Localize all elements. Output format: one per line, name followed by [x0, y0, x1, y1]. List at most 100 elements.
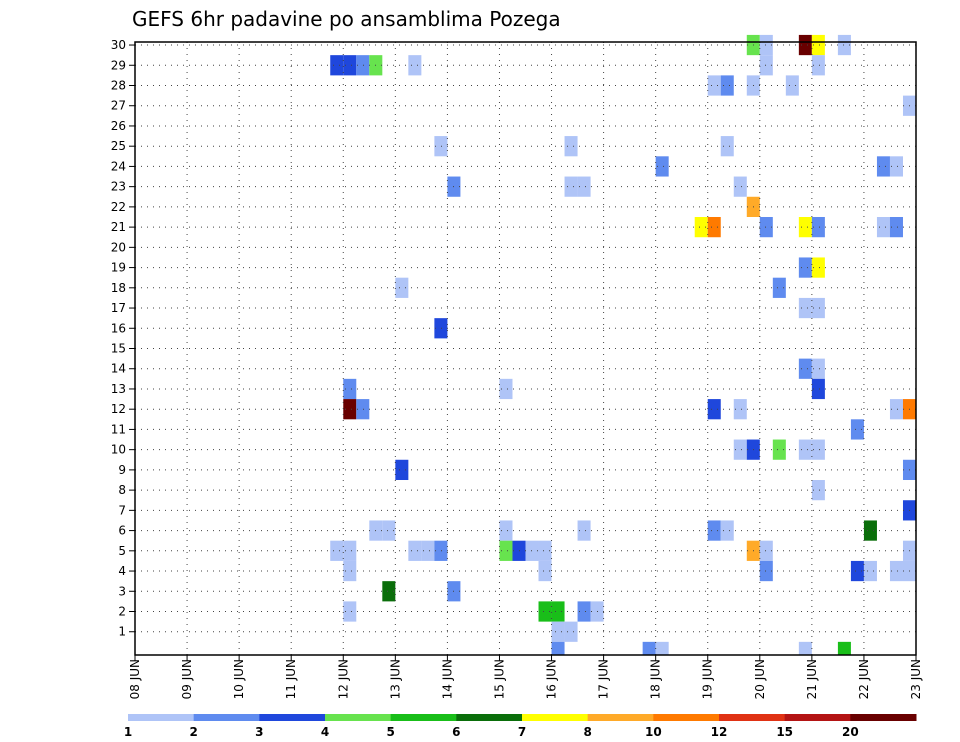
colorbar-label: 10	[645, 725, 662, 739]
y-tick-label: 29	[111, 58, 126, 72]
y-tick-label: 15	[111, 342, 126, 356]
y-tick-label: 2	[118, 605, 126, 619]
heatmap-cell	[577, 520, 591, 541]
y-tick-label: 9	[118, 463, 126, 477]
heatmap-cell	[499, 520, 513, 541]
x-tick-label: 08 JUN	[128, 659, 142, 699]
heatmap-cell	[876, 156, 890, 177]
y-tick-label: 20	[111, 240, 126, 254]
x-tick-label: 18 JUN	[649, 659, 663, 699]
heatmap-cell	[382, 520, 396, 541]
heatmap-cell	[343, 540, 357, 561]
heatmap-cell	[850, 419, 864, 440]
heatmap-cell	[551, 641, 565, 655]
heatmap-cell	[759, 55, 773, 76]
colorbar-label: 15	[776, 725, 793, 739]
heatmap-cell	[811, 216, 825, 238]
y-tick-label: 8	[118, 483, 126, 497]
x-tick-label: 16 JUN	[545, 659, 559, 699]
heatmap-cell	[798, 297, 812, 319]
y-tick-label: 23	[111, 180, 126, 194]
heatmap-cell	[889, 399, 903, 420]
heatmap-cell	[798, 439, 812, 460]
colorbar-segment	[784, 714, 851, 721]
y-tick-label: 4	[118, 564, 126, 578]
x-tick-label: 17 JUN	[597, 659, 611, 699]
heatmap-cell	[564, 136, 578, 157]
heatmap-cell	[707, 216, 721, 238]
colorbar-label: 4	[321, 725, 329, 739]
heatmap-cell	[538, 560, 552, 582]
heatmap-cell	[343, 399, 357, 420]
heatmap-cell	[811, 55, 825, 76]
colorbar-label: 6	[452, 725, 460, 739]
heatmap-cell	[343, 55, 357, 76]
colorbar-segment	[128, 714, 195, 721]
colorbar-segment	[653, 714, 720, 721]
heatmap-cell	[811, 297, 825, 319]
x-tick-label: 15 JUN	[492, 659, 506, 699]
heatmap-cell	[759, 216, 773, 238]
x-tick-label: 23 JUN	[909, 659, 923, 699]
heatmap-cell	[434, 540, 448, 561]
heatmap-cell	[577, 601, 591, 622]
heatmap-cell	[655, 156, 669, 177]
heatmap-cell	[538, 601, 552, 622]
y-axis: 1234567891011121314151617181920212223242…	[111, 38, 135, 639]
heatmap-cell	[733, 439, 747, 460]
heatmap-cell	[577, 176, 591, 197]
x-tick-label: 11 JUN	[284, 659, 298, 699]
colorbar-label: 1	[124, 725, 132, 739]
heatmap-cell	[811, 257, 825, 278]
x-tick-label: 21 JUN	[805, 659, 819, 699]
heatmap-cell	[863, 520, 877, 541]
y-tick-label: 22	[111, 200, 126, 214]
heatmap-cell	[564, 176, 578, 197]
heatmap-cell	[499, 378, 513, 400]
heatmap-cell	[343, 560, 357, 582]
heatmap-cell	[798, 358, 812, 379]
colorbar-label: 2	[189, 725, 197, 739]
y-tick-label: 21	[111, 220, 126, 234]
heatmap-cell	[772, 439, 786, 460]
colorbar-label: 7	[518, 725, 526, 739]
heatmap-cell	[811, 358, 825, 379]
y-tick-label: 6	[118, 524, 126, 538]
x-tick-label: 10 JUN	[232, 659, 246, 699]
heatmap-cell	[408, 55, 422, 76]
y-tick-label: 13	[111, 382, 126, 396]
y-tick-label: 10	[111, 443, 126, 457]
heatmap-cell	[889, 216, 903, 238]
heatmap-cells	[330, 34, 916, 655]
y-tick-label: 5	[118, 544, 126, 558]
heatmap-cell	[356, 55, 370, 76]
y-tick-label: 11	[111, 422, 126, 436]
colorbar-label: 5	[386, 725, 394, 739]
y-tick-label: 26	[111, 119, 126, 133]
y-tick-label: 30	[111, 38, 126, 52]
y-tick-label: 1	[118, 625, 126, 639]
heatmap-cell	[772, 277, 786, 298]
colorbar: 1 2 3 4 5 6 7 8 10 12 15 20	[124, 714, 917, 739]
colorbar-segment	[719, 714, 786, 721]
heatmap-cell	[525, 540, 539, 561]
x-tick-label: 22 JUN	[857, 659, 871, 699]
heatmap-cell	[538, 540, 552, 561]
x-tick-label: 09 JUN	[180, 659, 194, 699]
colorbar-label: 3	[255, 725, 263, 739]
heatmap-cell	[434, 318, 448, 339]
heatmap-cell	[889, 156, 903, 177]
heatmap-cell	[850, 560, 864, 582]
x-axis: 08 JUN 09 JUN 10 JUN 11 JUN 12 JUN 13 JUN 14 J…	[128, 655, 923, 699]
heatmap-cell	[837, 641, 851, 655]
heatmap-cell	[863, 560, 877, 582]
y-tick-label: 3	[118, 584, 126, 598]
heatmap-cell	[798, 641, 812, 655]
x-tick-label: 14 JUN	[440, 659, 454, 699]
heatmap-cell	[499, 540, 513, 561]
heatmap-cell	[551, 601, 565, 622]
x-tick-label: 20 JUN	[753, 659, 767, 699]
heatmap-cell	[798, 216, 812, 238]
chart-title: GEFS 6hr padavine po ansamblima Pozega	[132, 7, 561, 31]
heatmap-cell	[434, 136, 448, 157]
